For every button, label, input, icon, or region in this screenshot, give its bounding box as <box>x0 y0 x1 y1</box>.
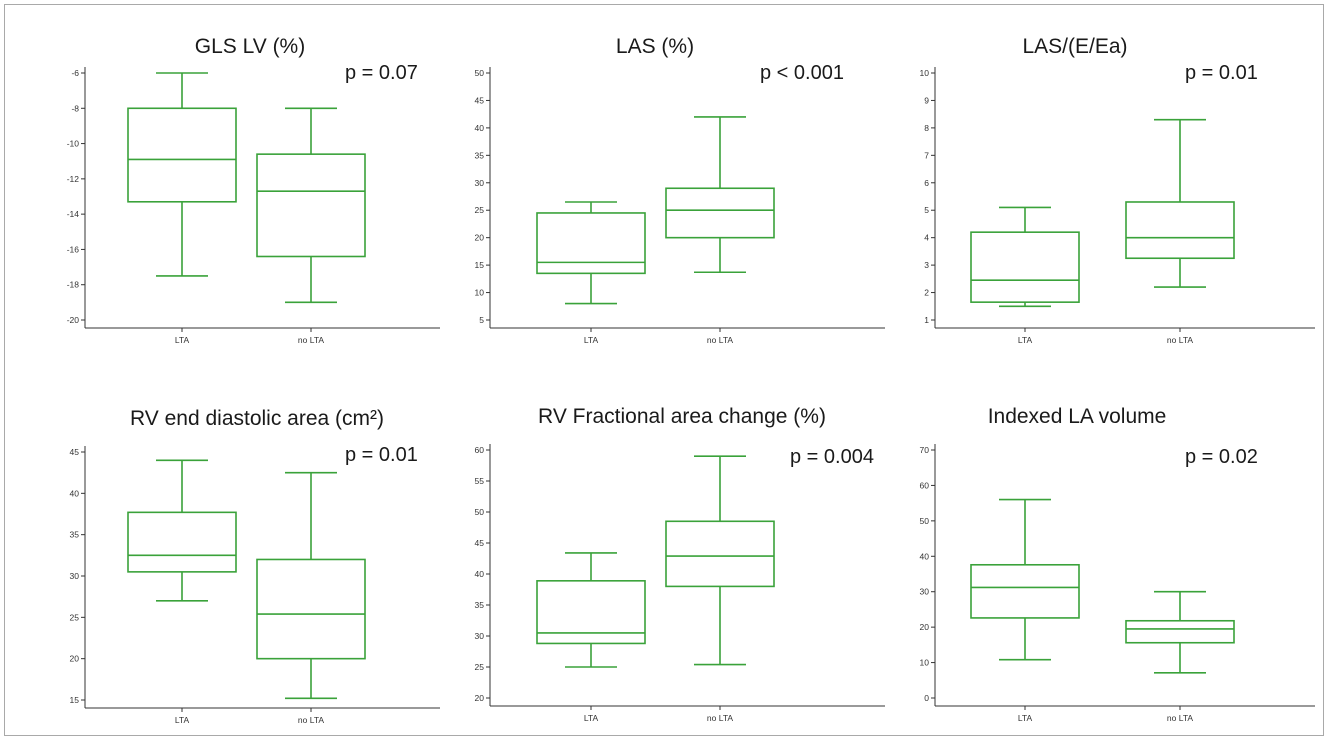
y-tick-label: 30 <box>70 571 80 581</box>
y-tick-label: 30 <box>920 587 930 597</box>
p-value-annotation: p = 0.07 <box>345 62 418 84</box>
y-tick-label: 60 <box>475 445 485 455</box>
y-tick-label: 40 <box>475 123 485 133</box>
x-category-label: LTA <box>175 715 190 725</box>
y-tick-label: 10 <box>920 658 930 668</box>
y-tick-label: 40 <box>70 488 80 498</box>
x-category-label: no LTA <box>707 713 733 723</box>
p-value-annotation: p = 0.02 <box>1185 446 1258 468</box>
iqr-box <box>536 212 646 275</box>
y-tick-label: 2 <box>924 288 929 298</box>
y-tick-label: 50 <box>920 516 930 526</box>
x-category-label: LTA <box>1018 335 1033 345</box>
chart-title: Indexed LA volume <box>988 405 1167 428</box>
chart-title: LAS/(E/Ea) <box>1022 35 1127 58</box>
p-value-annotation: p < 0.001 <box>760 62 844 84</box>
iqr-box <box>970 231 1080 303</box>
y-tick-label: -14 <box>67 209 80 219</box>
y-tick-label: 6 <box>924 178 929 188</box>
y-tick-label: 50 <box>475 507 485 517</box>
chart-title: GLS LV (%) <box>195 35 305 58</box>
y-tick-label: 7 <box>924 150 929 160</box>
y-tick-label: 25 <box>475 205 485 215</box>
iqr-box <box>536 580 646 645</box>
figure-frame <box>4 4 1324 736</box>
p-value-annotation: p = 0.004 <box>790 446 874 468</box>
y-tick-label: 9 <box>924 95 929 105</box>
y-tick-label: 15 <box>70 695 80 705</box>
y-tick-label: 20 <box>475 233 485 243</box>
y-tick-label: 25 <box>475 662 485 672</box>
iqr-box <box>256 153 366 258</box>
p-value-annotation: p = 0.01 <box>345 444 418 466</box>
iqr-box <box>127 107 237 203</box>
y-tick-label: -10 <box>67 139 80 149</box>
x-category-label: LTA <box>584 335 599 345</box>
y-tick-label: -20 <box>67 315 80 325</box>
y-tick-label: -8 <box>71 103 79 113</box>
y-tick-label: 50 <box>475 68 485 78</box>
y-tick-label: 30 <box>475 631 485 641</box>
x-category-label: LTA <box>175 335 190 345</box>
x-category-label: no LTA <box>1167 335 1193 345</box>
y-tick-label: 60 <box>920 480 930 490</box>
y-tick-label: -6 <box>71 68 79 78</box>
x-category-label: LTA <box>584 713 599 723</box>
iqr-box <box>970 563 1080 619</box>
y-tick-label: 35 <box>475 150 485 160</box>
chart-title: RV Fractional area change (%) <box>538 405 826 428</box>
y-tick-label: 3 <box>924 260 929 270</box>
y-tick-label: 20 <box>475 693 485 703</box>
x-category-label: no LTA <box>298 715 324 725</box>
y-tick-label: 45 <box>475 95 485 105</box>
y-tick-label: -12 <box>67 174 80 184</box>
iqr-box <box>665 520 775 588</box>
y-tick-label: 45 <box>475 538 485 548</box>
y-tick-label: 1 <box>924 315 929 325</box>
y-tick-label: 5 <box>924 205 929 215</box>
y-tick-label: 30 <box>475 178 485 188</box>
iqr-box <box>1125 619 1235 644</box>
y-tick-label: 20 <box>70 654 80 664</box>
x-category-label: no LTA <box>1167 713 1193 723</box>
y-tick-label: 35 <box>70 530 80 540</box>
y-tick-label: 35 <box>475 600 485 610</box>
y-tick-label: -18 <box>67 280 80 290</box>
y-tick-label: 45 <box>70 447 80 457</box>
p-value-annotation: p = 0.01 <box>1185 62 1258 84</box>
chart-title: LAS (%) <box>616 35 694 58</box>
y-tick-label: 40 <box>475 569 485 579</box>
y-tick-label: 20 <box>920 622 930 632</box>
y-tick-label: 4 <box>924 233 929 243</box>
y-tick-label: 0 <box>924 693 929 703</box>
iqr-box <box>127 511 237 573</box>
iqr-box <box>256 558 366 660</box>
x-category-label: LTA <box>1018 713 1033 723</box>
y-tick-label: 70 <box>920 445 930 455</box>
y-tick-label: 55 <box>475 476 485 486</box>
y-tick-label: 8 <box>924 123 929 133</box>
y-tick-label: 10 <box>920 68 930 78</box>
x-category-label: no LTA <box>707 335 733 345</box>
y-tick-label: 5 <box>479 315 484 325</box>
y-tick-label: 40 <box>920 551 930 561</box>
chart-title: RV end diastolic area (cm²) <box>130 407 384 430</box>
y-tick-label: 15 <box>475 260 485 270</box>
x-category-label: no LTA <box>298 335 324 345</box>
iqr-box <box>1125 201 1235 260</box>
y-tick-label: 10 <box>475 288 485 298</box>
iqr-box <box>665 187 775 239</box>
y-tick-label: 25 <box>70 612 80 622</box>
y-tick-label: -16 <box>67 244 80 254</box>
